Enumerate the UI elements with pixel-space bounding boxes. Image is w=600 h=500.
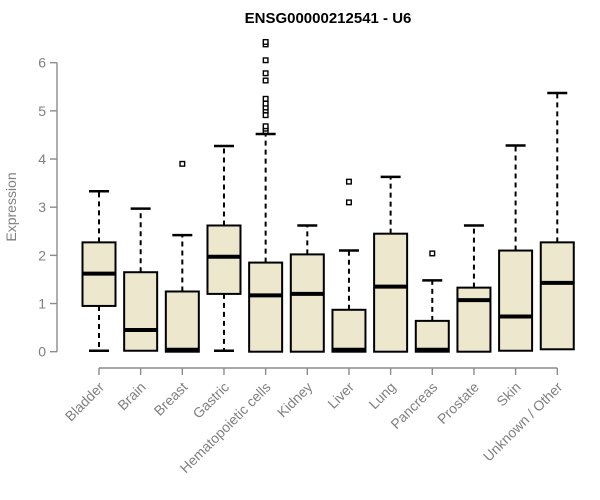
boxplot-group-pancreas xyxy=(414,250,450,353)
outlier-point xyxy=(345,178,352,185)
iqr-box xyxy=(456,286,492,353)
y-tick-label: 0 xyxy=(38,344,46,360)
boxplot-group-brain xyxy=(123,207,159,352)
y-axis-label: Expression xyxy=(3,172,19,241)
x-tick-label: Prostate xyxy=(434,379,482,427)
x-tick-label: Breast xyxy=(151,379,191,419)
outlier-point xyxy=(179,160,186,167)
y-tick-label: 1 xyxy=(38,296,46,312)
y-tick-label: 5 xyxy=(38,103,46,119)
boxplot-group-kidney xyxy=(289,224,325,353)
boxplot-group-skin xyxy=(498,144,534,352)
outlier-point xyxy=(262,77,269,84)
outlier-point xyxy=(429,250,436,257)
outlier-point xyxy=(262,95,269,102)
boxplot-group-prostate xyxy=(456,224,492,353)
outlier-point xyxy=(262,57,269,64)
iqr-box xyxy=(414,319,450,353)
outlier-point xyxy=(262,70,269,77)
boxplot-group-bladder xyxy=(81,190,117,352)
boxplots xyxy=(81,38,575,353)
x-tick-label: Skin xyxy=(493,379,524,410)
iqr-box xyxy=(206,224,242,295)
x-tick-label: Brain xyxy=(114,379,148,413)
iqr-box xyxy=(373,232,409,353)
iqr-box xyxy=(331,308,367,353)
x-tick-label: Unknown / Other xyxy=(480,379,566,465)
iqr-box xyxy=(123,271,159,352)
x-tick-label: Lung xyxy=(365,379,398,412)
boxplot-group-breast xyxy=(164,160,200,353)
boxplot-group-hematopoietic-cells xyxy=(248,38,284,353)
iqr-box xyxy=(289,253,325,353)
outlier-point xyxy=(262,38,269,45)
y-tick-label: 6 xyxy=(38,55,46,71)
boxplot-group-gastric xyxy=(206,144,242,352)
boxplot-group-liver xyxy=(331,178,367,353)
outlier-point xyxy=(262,112,269,119)
y-tick-label: 3 xyxy=(38,199,46,215)
boxplot-group-unknown-other xyxy=(539,91,575,351)
x-tick-label: Liver xyxy=(324,379,357,412)
outlier-point xyxy=(345,199,352,206)
iqr-box xyxy=(248,261,284,353)
boxplot-group-lung xyxy=(373,175,409,353)
iqr-box xyxy=(539,241,575,351)
iqr-box xyxy=(164,290,200,353)
outlier-point xyxy=(262,123,269,130)
chart-title: ENSG00000212541 - U6 xyxy=(245,10,412,27)
y-tick-label: 2 xyxy=(38,247,46,263)
x-tick-label: Kidney xyxy=(274,379,316,421)
y-tick-label: 4 xyxy=(38,151,46,167)
iqr-box xyxy=(498,249,534,352)
outlier-point xyxy=(262,100,269,107)
x-tick-label: Bladder xyxy=(62,379,108,425)
